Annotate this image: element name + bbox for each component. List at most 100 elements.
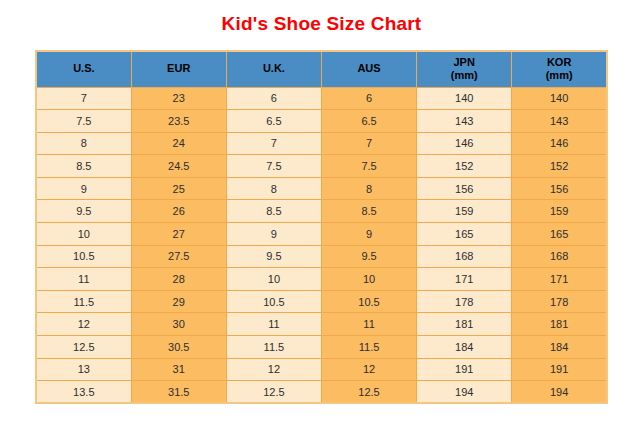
size-cell: 191 — [512, 358, 607, 381]
size-cell: 12 — [226, 358, 321, 381]
size-cell: 12 — [36, 313, 131, 336]
size-cell: 146 — [512, 132, 607, 155]
column-header-kor: KOR (mm) — [512, 51, 607, 87]
column-header-eur: EUR — [131, 51, 226, 87]
table-row: 12301111181181 — [36, 313, 607, 336]
table-header: U.S. EUR U.K. AUS JPN (mm) KOR (mm) — [36, 51, 607, 87]
size-cell: 29 — [131, 290, 226, 313]
size-cell: 171 — [417, 268, 512, 291]
size-cell: 10.5 — [321, 290, 416, 313]
size-cell: 143 — [417, 110, 512, 133]
size-cell: 31.5 — [131, 381, 226, 404]
column-header-aus: AUS — [321, 51, 416, 87]
table-body: 723661401407.523.56.56.51431438247714614… — [36, 87, 607, 403]
size-cell: 9.5 — [321, 245, 416, 268]
size-cell: 12 — [321, 358, 416, 381]
column-label: JPN — [417, 56, 511, 70]
size-cell: 146 — [417, 132, 512, 155]
size-cell: 184 — [417, 336, 512, 359]
size-cell: 6.5 — [321, 110, 416, 133]
size-cell: 12.5 — [321, 381, 416, 404]
column-label: AUS — [322, 62, 416, 76]
page-title: Kid's Shoe Size Chart — [0, 13, 643, 35]
size-cell: 8.5 — [36, 155, 131, 178]
size-cell: 28 — [131, 268, 226, 291]
table-row: 8.524.57.57.5152152 — [36, 155, 607, 178]
column-header-jpn: JPN (mm) — [417, 51, 512, 87]
size-cell: 10.5 — [36, 245, 131, 268]
size-cell: 27 — [131, 223, 226, 246]
size-cell: 13.5 — [36, 381, 131, 404]
size-cell: 8 — [321, 177, 416, 200]
size-cell: 9.5 — [226, 245, 321, 268]
size-cell: 8.5 — [226, 200, 321, 223]
size-cell: 11 — [321, 313, 416, 336]
table-row: 92588156156 — [36, 177, 607, 200]
size-cell: 10 — [36, 223, 131, 246]
size-cell: 24.5 — [131, 155, 226, 178]
size-cell: 23 — [131, 87, 226, 110]
table-row: 13.531.512.512.5194194 — [36, 381, 607, 404]
size-cell: 11 — [36, 268, 131, 291]
column-label: EUR — [132, 62, 226, 76]
size-cell: 178 — [512, 290, 607, 313]
size-cell: 11.5 — [36, 290, 131, 313]
size-cell: 23.5 — [131, 110, 226, 133]
size-cell: 8 — [36, 132, 131, 155]
size-cell: 12.5 — [36, 336, 131, 359]
shoe-size-table: U.S. EUR U.K. AUS JPN (mm) KOR (mm) — [35, 50, 608, 404]
column-label: U.S. — [37, 62, 131, 76]
table-row: 72366140140 — [36, 87, 607, 110]
table-row: 13311212191191 — [36, 358, 607, 381]
size-cell: 191 — [417, 358, 512, 381]
size-cell: 13 — [36, 358, 131, 381]
size-cell: 143 — [512, 110, 607, 133]
table-row: 102799165165 — [36, 223, 607, 246]
size-cell: 156 — [512, 177, 607, 200]
size-cell: 8 — [226, 177, 321, 200]
size-cell: 178 — [417, 290, 512, 313]
table-row: 9.5268.58.5159159 — [36, 200, 607, 223]
size-cell: 7 — [226, 132, 321, 155]
column-sub-label: (mm) — [512, 69, 606, 83]
size-cell: 10 — [321, 268, 416, 291]
size-cell: 152 — [417, 155, 512, 178]
size-cell: 9 — [321, 223, 416, 246]
size-cell: 30 — [131, 313, 226, 336]
size-cell: 7.5 — [226, 155, 321, 178]
column-label: U.K. — [227, 62, 321, 76]
size-cell: 159 — [512, 200, 607, 223]
size-cell: 7.5 — [321, 155, 416, 178]
column-header-us: U.S. — [36, 51, 131, 87]
size-cell: 140 — [512, 87, 607, 110]
size-cell: 10.5 — [226, 290, 321, 313]
size-cell: 165 — [417, 223, 512, 246]
size-cell: 184 — [512, 336, 607, 359]
size-cell: 9.5 — [36, 200, 131, 223]
size-cell: 171 — [512, 268, 607, 291]
size-cell: 24 — [131, 132, 226, 155]
size-cell: 7 — [36, 87, 131, 110]
header-row: U.S. EUR U.K. AUS JPN (mm) KOR (mm) — [36, 51, 607, 87]
size-cell: 165 — [512, 223, 607, 246]
table-row: 11.52910.510.5178178 — [36, 290, 607, 313]
size-cell: 140 — [417, 87, 512, 110]
column-sub-label: (mm) — [417, 69, 511, 83]
size-cell: 26 — [131, 200, 226, 223]
size-cell: 11.5 — [226, 336, 321, 359]
column-label: KOR — [512, 56, 606, 70]
size-cell: 168 — [417, 245, 512, 268]
column-header-uk: U.K. — [226, 51, 321, 87]
size-cell: 156 — [417, 177, 512, 200]
size-cell: 194 — [417, 381, 512, 404]
table-row: 7.523.56.56.5143143 — [36, 110, 607, 133]
table-row: 82477146146 — [36, 132, 607, 155]
size-cell: 9 — [36, 177, 131, 200]
size-cell: 11 — [226, 313, 321, 336]
size-cell: 31 — [131, 358, 226, 381]
size-cell: 168 — [512, 245, 607, 268]
size-cell: 181 — [417, 313, 512, 336]
size-cell: 6 — [226, 87, 321, 110]
size-cell: 194 — [512, 381, 607, 404]
size-cell: 27.5 — [131, 245, 226, 268]
